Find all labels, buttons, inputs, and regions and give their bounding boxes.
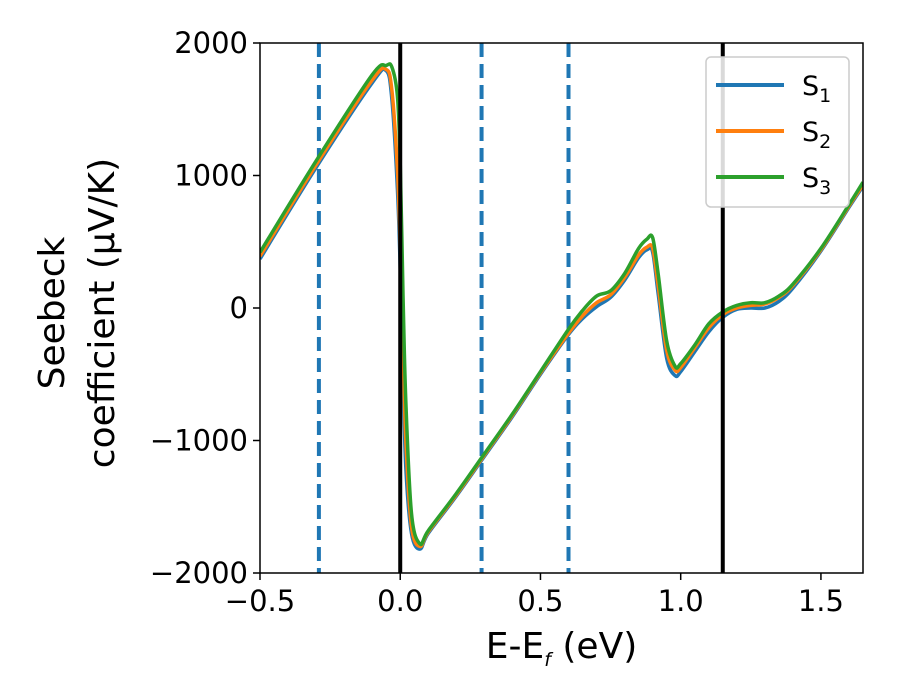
x-tick-label: 0.0 <box>377 584 423 618</box>
y-axis-label: Seebeck coefficient (μV/K) <box>32 158 123 468</box>
x-axis-label: E-Ef (eV) <box>486 626 638 671</box>
axis-ticks: −0.5 0.0 0.5 1.0 1.5 −2000 −1000 0 1000 2000 <box>150 26 844 618</box>
legend: S1 S2 S3 <box>705 56 850 208</box>
plot-area <box>259 42 864 574</box>
x-tick-label: 0.5 <box>517 584 563 618</box>
y-axis-label-line2: coefficient (μV/K) <box>82 158 123 468</box>
x-tick-label: 1.0 <box>658 584 704 618</box>
legend-label-s3: S3 <box>802 163 831 199</box>
y-tick-label: 1000 <box>174 159 248 193</box>
y-tick-label: 0 <box>230 291 248 325</box>
x-tick-label: −0.5 <box>225 584 295 618</box>
y-tick-label: −2000 <box>150 556 248 590</box>
legend-label-s2: S2 <box>802 117 831 153</box>
y-tick-label: −1000 <box>150 424 248 458</box>
y-tick-label: 2000 <box>174 26 248 60</box>
y-axis-label-line1: Seebeck <box>32 236 73 389</box>
x-tick-label: 1.5 <box>798 584 844 618</box>
legend-label-s1: S1 <box>802 71 831 107</box>
